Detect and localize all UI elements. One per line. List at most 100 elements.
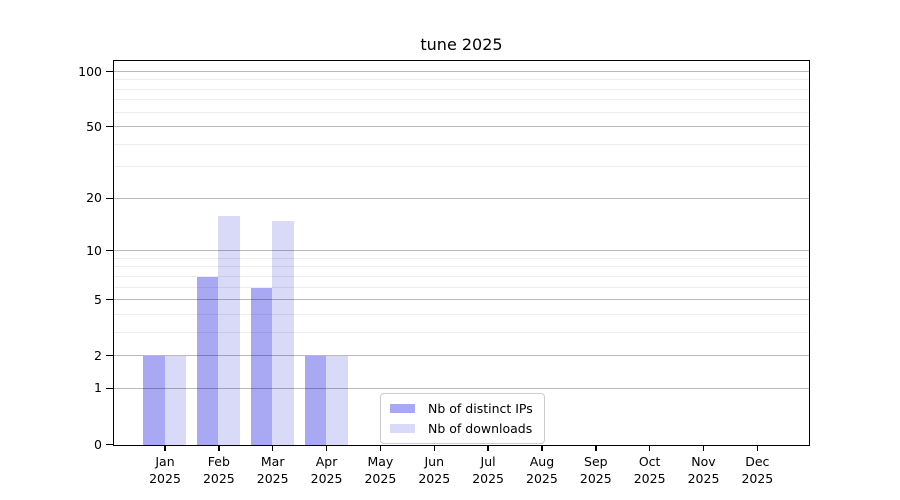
- month-label: Oct: [638, 454, 661, 469]
- y-tick-label: 100: [78, 63, 102, 79]
- x-tick-mark: [541, 446, 543, 451]
- month-label: Jul: [480, 454, 496, 469]
- major-gridline: [114, 299, 809, 301]
- x-tick-mark: [164, 446, 166, 451]
- month-label: Nov: [691, 454, 716, 469]
- y-tick-label: 0: [94, 436, 102, 452]
- major-gridline: [114, 387, 809, 389]
- bar-nb-of-downloads-jan: [164, 356, 186, 445]
- minor-gridline: [114, 99, 809, 101]
- x-tick-label-dec: Dec 2025: [717, 453, 797, 487]
- major-gridline: [114, 355, 809, 357]
- y-tick-mark: [106, 387, 113, 390]
- y-tick-mark: [106, 354, 113, 357]
- year-label: 2025: [310, 471, 343, 486]
- major-gridline: [114, 126, 809, 128]
- x-tick-mark: [648, 446, 651, 451]
- year-label: 2025: [741, 471, 774, 486]
- y-tick-label: 5: [94, 291, 102, 307]
- legend: Nb of distinct IPs Nb of downloads: [380, 393, 545, 444]
- x-tick-label-nov: Nov 2025: [664, 453, 744, 487]
- x-tick-mark: [595, 446, 597, 451]
- x-tick-label-aug: Aug 2025: [502, 453, 582, 487]
- minor-gridline: [114, 166, 809, 168]
- legend-label: Nb of distinct IPs: [428, 401, 533, 416]
- year-label: 2025: [687, 471, 720, 486]
- y-tick-label: 2: [94, 347, 102, 363]
- year-label: 2025: [256, 471, 289, 486]
- x-tick-mark: [487, 446, 489, 451]
- bar-nb-of-distinct-ips-apr: [304, 356, 327, 445]
- year-label: 2025: [364, 471, 397, 486]
- x-tick-label-apr: Apr 2025: [287, 453, 367, 487]
- minor-gridline: [114, 143, 809, 145]
- legend-entry: Nb of distinct IPs: [390, 399, 535, 419]
- y-tick-mark: [106, 298, 113, 301]
- y-tick-mark: [106, 249, 113, 252]
- month-label: Feb: [207, 454, 230, 469]
- y-tick-mark: [106, 125, 113, 128]
- minor-gridline: [114, 331, 809, 333]
- legend-swatch-icon: [390, 404, 415, 413]
- bar-nb-of-downloads-mar: [272, 220, 294, 445]
- month-label: Jan: [155, 454, 175, 469]
- x-tick-mark: [218, 446, 220, 451]
- year-label: 2025: [418, 471, 451, 486]
- x-tick-mark: [325, 446, 328, 451]
- minor-gridline: [114, 111, 809, 113]
- legend-label: Nb of downloads: [428, 421, 533, 436]
- month-label: Mar: [260, 454, 285, 469]
- year-label: 2025: [579, 471, 612, 486]
- month-label: Apr: [315, 454, 338, 469]
- month-label: Jun: [424, 454, 445, 469]
- x-tick-label-mar: Mar 2025: [233, 453, 313, 487]
- minor-gridline: [114, 79, 809, 81]
- y-tick-mark: [106, 70, 113, 73]
- x-tick-mark: [271, 446, 274, 451]
- bar-nb-of-distinct-ips-feb: [196, 276, 219, 445]
- x-tick-label-jan: Jan 2025: [125, 453, 205, 487]
- year-label: 2025: [149, 471, 181, 486]
- minor-gridline: [114, 275, 809, 277]
- minor-gridline: [114, 266, 809, 268]
- plot-area: [113, 60, 810, 446]
- year-label: 2025: [202, 471, 235, 486]
- major-gridline: [114, 197, 809, 199]
- month-label: Dec: [745, 454, 770, 469]
- x-tick-label-jul: Jul 2025: [448, 453, 528, 487]
- major-gridline: [114, 250, 809, 252]
- x-tick-mark: [756, 446, 759, 451]
- minor-gridline: [114, 88, 809, 90]
- month-label: May: [367, 454, 394, 469]
- y-tick-mark: [106, 197, 113, 200]
- month-label: Sep: [584, 454, 608, 469]
- bar-nb-of-distinct-ips-jan: [143, 356, 165, 445]
- minor-gridline: [114, 286, 809, 288]
- y-tick-label: 10: [86, 242, 102, 258]
- year-label: 2025: [472, 471, 504, 486]
- y-tick-label: 50: [86, 118, 102, 134]
- x-tick-label-oct: Oct 2025: [610, 453, 690, 487]
- bar-nb-of-downloads-apr: [326, 356, 348, 445]
- bar-nb-of-downloads-feb: [218, 216, 240, 445]
- x-tick-label-sep: Sep 2025: [556, 453, 636, 487]
- x-tick-label-feb: Feb 2025: [179, 453, 259, 487]
- minor-gridline: [114, 313, 809, 315]
- year-label: 2025: [633, 471, 666, 486]
- x-tick-label-jun: Jun 2025: [394, 453, 474, 487]
- minor-gridline: [114, 257, 809, 259]
- x-tick-mark: [702, 446, 705, 451]
- month-label: Aug: [529, 454, 555, 469]
- legend-swatch-icon: [390, 424, 415, 433]
- chart-title: tune 2025: [420, 35, 503, 54]
- x-tick-label-may: May 2025: [340, 453, 420, 487]
- y-tick-label: 20: [86, 190, 102, 206]
- year-label: 2025: [526, 471, 558, 486]
- x-tick-mark: [433, 446, 435, 451]
- bar-nb-of-distinct-ips-mar: [250, 287, 273, 445]
- y-tick-label: 1: [94, 380, 102, 396]
- legend-entry: Nb of downloads: [390, 419, 535, 439]
- major-gridline: [114, 71, 809, 72]
- y-tick-mark: [106, 443, 113, 446]
